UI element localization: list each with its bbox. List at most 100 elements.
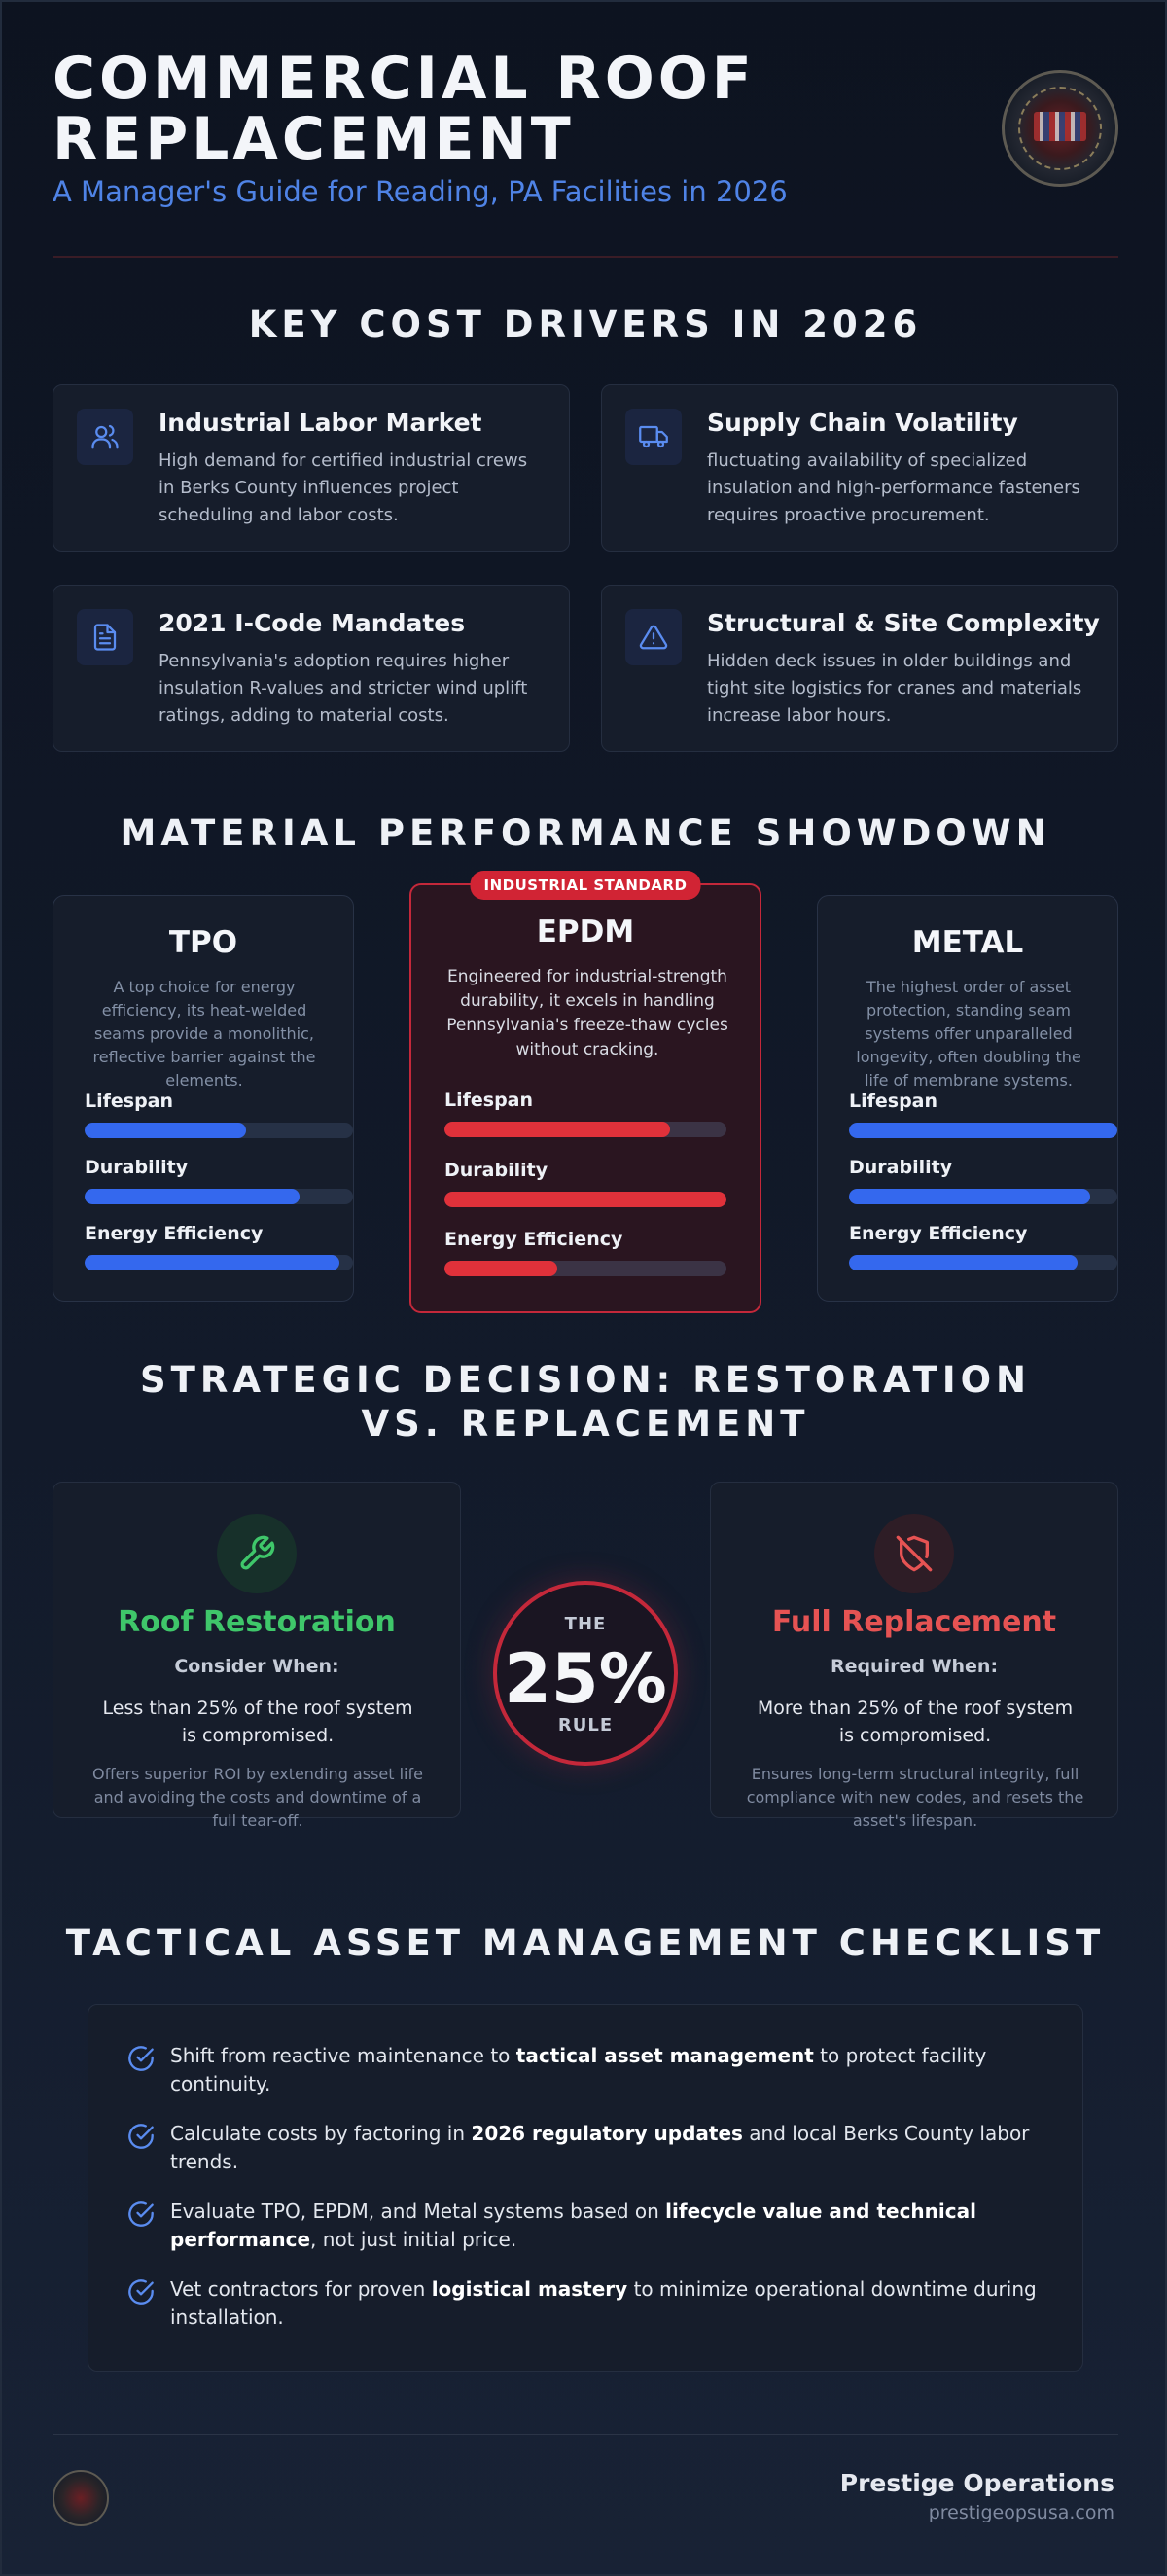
cost-card-description: Hidden deck issues in older buildings an… — [707, 651, 1082, 726]
page-subtitle: A Manager's Guide for Reading, PA Facili… — [53, 175, 788, 208]
replacement-condition: More than 25% of the roof system is comp… — [757, 1698, 1074, 1746]
rule-value: 25% — [504, 1639, 667, 1719]
material-name: TPO — [168, 925, 238, 960]
durability-bar — [85, 1189, 353, 1204]
metric-label-lifespan: Lifespan — [444, 1090, 534, 1111]
metric-label-durability: Durability — [85, 1157, 189, 1178]
restoration-condition-label: Consider When: — [174, 1656, 339, 1677]
checklist-emphasis: tactical asset management — [515, 2044, 814, 2067]
restoration-card: Roof Restoration Consider When: Less tha… — [53, 1482, 461, 1830]
cost-card-labor: Industrial Labor Market High demand for … — [53, 384, 570, 552]
metric-label-energy: Energy Efficiency — [444, 1229, 623, 1250]
checklist-text-part: to minimize operational downtime during … — [170, 2277, 1037, 2329]
cost-card-title: Structural & Site Complexity — [707, 609, 1100, 637]
company-seal-logo — [1002, 70, 1118, 187]
material-description: A top choice for energy efficiency, its … — [92, 978, 316, 1090]
checklist-text-part: Calculate costs by factoring in — [170, 2122, 472, 2145]
restoration-title: Roof Restoration — [118, 1605, 396, 1639]
materials-heading: MATERIAL PERFORMANCE SHOWDOWN — [120, 812, 1051, 854]
footer-divider — [53, 2434, 1118, 2435]
lifespan-bar — [85, 1123, 353, 1138]
industrial-standard-badge: INDUSTRIAL STANDARD — [470, 871, 701, 900]
energy-efficiency-bar — [85, 1255, 353, 1270]
check-circle-icon — [128, 2124, 154, 2149]
lifespan-bar-fill — [444, 1122, 670, 1137]
footer-seal-logo — [53, 2470, 109, 2526]
cost-card-structural: Structural & Site Complexity Hidden deck… — [601, 585, 1118, 752]
truck-icon — [625, 409, 682, 465]
metric-label-energy: Energy Efficiency — [849, 1223, 1028, 1244]
metric-label-lifespan: Lifespan — [85, 1091, 174, 1112]
material-card-tpo: TPO A top choice for energy efficiency, … — [53, 895, 354, 1302]
checklist-item-text: Calculate costs by factoring in 2026 reg… — [170, 2120, 1045, 2176]
header: COMMERCIAL ROOF REPLACEMENT A Manager's … — [53, 49, 1118, 258]
replacement-condition-label: Required When: — [830, 1656, 999, 1677]
material-card-epdm: INDUSTRIAL STANDARD EPDM Engineered for … — [409, 871, 761, 1313]
durability-bar-fill — [444, 1192, 726, 1207]
material-name: EPDM — [536, 914, 635, 949]
cost-card-title: Industrial Labor Market — [159, 409, 482, 437]
durability-bar-fill — [849, 1189, 1091, 1204]
wrench-icon — [217, 1514, 297, 1593]
lifespan-bar — [849, 1123, 1117, 1138]
checklist-emphasis: lifecycle value and technical performanc… — [170, 2200, 976, 2251]
footer-brand-name: Prestige Operations — [839, 2469, 1114, 2497]
restoration-condition: Less than 25% of the roof system is comp… — [102, 1698, 413, 1746]
metric-label-durability: Durability — [849, 1157, 953, 1178]
rule-top-text: THE — [564, 1614, 607, 1634]
footer-website-link[interactable]: prestigeopsusa.com — [928, 2502, 1114, 2523]
durability-bar-fill — [85, 1189, 300, 1204]
cost-card-description: High demand for certified industrial cre… — [159, 450, 528, 525]
document-icon — [77, 609, 133, 665]
metric-label-lifespan: Lifespan — [849, 1091, 938, 1112]
checklist-text-part: Shift from reactive maintenance to — [170, 2044, 516, 2067]
seal-flag-emblem — [1034, 112, 1086, 141]
metric-label-durability: Durability — [444, 1160, 548, 1181]
check-circle-icon — [128, 2201, 154, 2227]
checklist-text-part: to protect facility continuity. — [170, 2044, 987, 2095]
shield-off-icon — [874, 1514, 954, 1593]
users-icon — [77, 409, 133, 465]
page-title: COMMERCIAL ROOF REPLACEMENT — [53, 45, 756, 173]
lifespan-bar-fill — [849, 1123, 1117, 1138]
material-name: METAL — [911, 925, 1024, 960]
decision-heading: STRATEGIC DECISION: RESTORATION VS. REPL… — [139, 1359, 1032, 1445]
energy-efficiency-bar — [444, 1261, 726, 1276]
seal-ring — [1018, 87, 1102, 170]
checklist-text-part: Evaluate TPO, EPDM, and Metal systems ba… — [170, 2200, 666, 2223]
rule-bottom-text: RULE — [557, 1715, 614, 1735]
energy-efficiency-bar-fill — [849, 1255, 1078, 1270]
energy-efficiency-bar — [849, 1255, 1117, 1270]
check-circle-icon — [128, 2046, 154, 2071]
cost-card-supply-chain: Supply Chain Volatility fluctuating avai… — [601, 384, 1118, 552]
cost-card-description: Pennsylvania's adoption requires higher … — [159, 651, 528, 726]
checklist-item-text: Vet contractors for proven logistical ma… — [170, 2275, 1045, 2332]
material-description: The highest order of asset protection, s… — [856, 978, 1081, 1090]
energy-efficiency-bar-fill — [444, 1261, 557, 1276]
twenty-five-percent-rule-badge: THE 25% RULE — [493, 1581, 678, 1766]
replacement-title: Full Replacement — [771, 1605, 1057, 1639]
cost-card-description: fluctuating availability of specialized … — [707, 450, 1080, 525]
cost-card-icode: 2021 I-Code Mandates Pennsylvania's adop… — [53, 585, 570, 752]
checklist-item-text: Shift from reactive maintenance to tacti… — [170, 2042, 1045, 2098]
metric-label-energy: Energy Efficiency — [85, 1223, 264, 1244]
lifespan-bar — [444, 1122, 726, 1137]
energy-efficiency-bar-fill — [85, 1255, 340, 1270]
durability-bar — [849, 1189, 1117, 1204]
cost-card-title: 2021 I-Code Mandates — [159, 609, 466, 637]
material-description: Engineered for industrial-strength durab… — [446, 967, 728, 1059]
lifespan-bar-fill — [85, 1123, 246, 1138]
checklist-panel: Shift from reactive maintenance to tacti… — [88, 2004, 1083, 2372]
checklist-text-part: Vet contractors for proven — [170, 2277, 432, 2301]
replacement-card: Full Replacement Required When: More tha… — [710, 1482, 1118, 1830]
restoration-note: Offers superior ROI by extending asset l… — [92, 1765, 423, 1830]
checklist-item-text: Evaluate TPO, EPDM, and Metal systems ba… — [170, 2198, 1045, 2254]
warning-icon — [625, 609, 682, 665]
checklist-emphasis: 2026 regulatory updates — [471, 2122, 743, 2145]
cost-drivers-heading: KEY COST DRIVERS IN 2026 — [248, 304, 923, 345]
checklist-text-part: , not just initial price. — [310, 2228, 517, 2251]
material-card-metal: METAL The highest order of asset protect… — [817, 895, 1118, 1302]
checklist-emphasis: logistical mastery — [431, 2277, 628, 2301]
cost-card-title: Supply Chain Volatility — [707, 409, 1018, 437]
